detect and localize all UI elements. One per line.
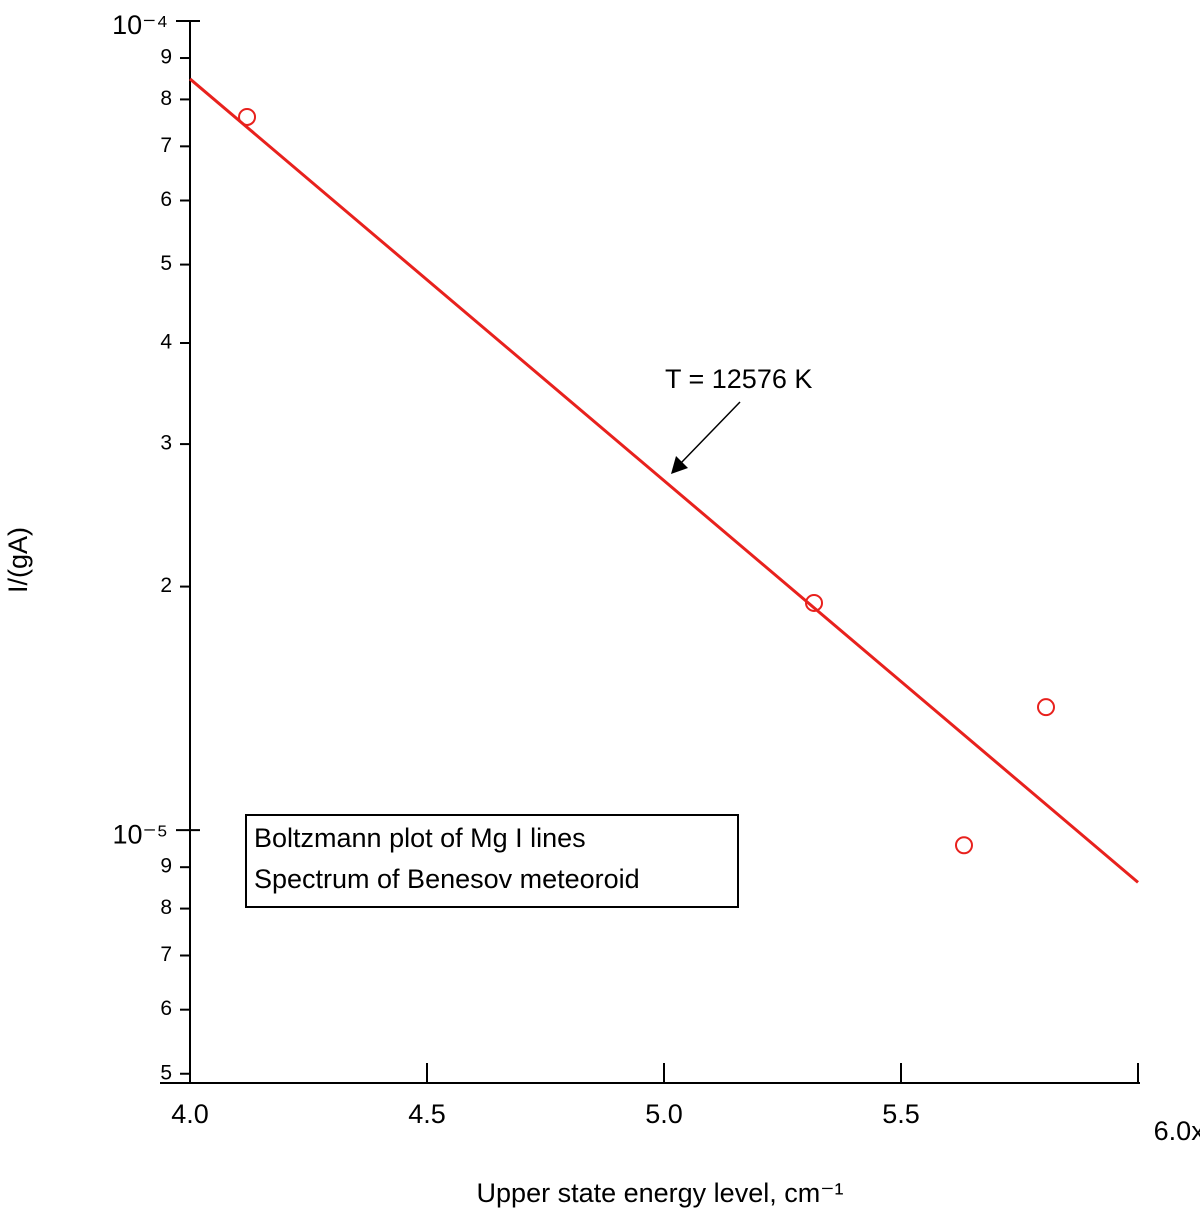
text-box (245, 814, 739, 908)
text-box-line: Boltzmann plot of Mg I lines (254, 823, 586, 853)
y-tick-label: 8 (160, 87, 172, 110)
x-tick-label: 4.5 (408, 1099, 446, 1129)
y-tick-label: 9 (160, 46, 172, 69)
arrow-head (671, 456, 688, 474)
y-tick-label: 8 (160, 896, 172, 919)
y-tick-label: 6 (160, 188, 172, 211)
x-axis-title: Upper state energy level, cm⁻¹ (477, 1178, 844, 1208)
data-point (954, 836, 973, 855)
x-tick-label: 6.0x10⁴ (1154, 1116, 1200, 1146)
data-point (1036, 698, 1055, 717)
y-tick-label: 5 (160, 1061, 172, 1084)
y-tick-label: 4 (160, 331, 172, 354)
text-box-line: Spectrum of Benesov meteoroid (254, 864, 640, 894)
y-tick-label: 9 (160, 855, 172, 878)
y-axis-title: I/(gA) (3, 527, 33, 593)
annotation-arrow (679, 401, 741, 465)
data-point (238, 107, 257, 126)
annotation: T = 12576 K (665, 364, 812, 394)
x-tick-label: 4.0 (171, 1099, 209, 1129)
y-tick-label: 10⁻⁵ (113, 819, 168, 849)
y-tick-label: 2 (160, 574, 172, 597)
y-tick-label: 5 (160, 252, 172, 275)
y-tick-label: 3 (160, 432, 172, 455)
y-tick-label: 6 (160, 997, 172, 1020)
y-tick-label: 7 (160, 943, 172, 966)
x-tick-label: 5.0 (645, 1099, 683, 1129)
x-tick-label: 5.5 (882, 1099, 920, 1129)
y-tick-label: 10⁻⁴ (112, 10, 168, 40)
fit-line (189, 77, 1139, 884)
y-tick-label: 7 (160, 134, 172, 157)
